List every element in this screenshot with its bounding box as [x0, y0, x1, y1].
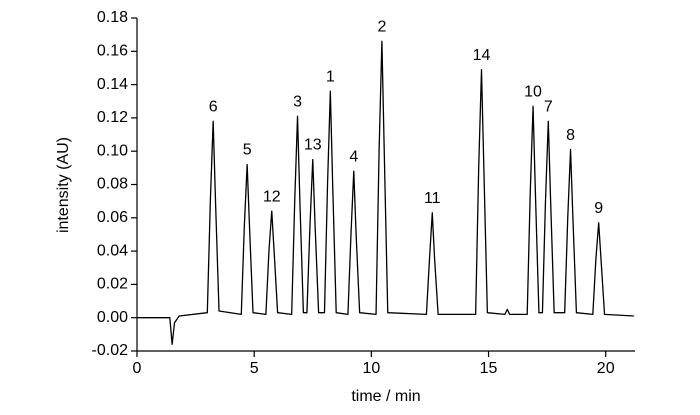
peak-label: 13 — [304, 137, 322, 154]
y-tick-label: 0.10 — [97, 142, 128, 159]
peak-label: 9 — [594, 200, 603, 217]
peak-label: 6 — [209, 98, 218, 115]
y-tick-label: 0.06 — [97, 209, 128, 226]
peak-label: 11 — [424, 190, 441, 207]
y-tick-label: -0.02 — [92, 342, 129, 359]
peak-label: 12 — [263, 188, 281, 205]
peak-label: 4 — [349, 148, 358, 165]
x-axis-title: time / min — [351, 388, 420, 405]
x-tick-label: 20 — [597, 360, 615, 377]
x-tick-label: 0 — [133, 360, 142, 377]
peak-label: 7 — [544, 98, 553, 115]
y-tick-label: 0.00 — [97, 309, 128, 326]
y-tick-label: 0.08 — [97, 176, 128, 193]
x-tick-label: 10 — [362, 360, 380, 377]
chromatogram-line — [137, 40, 634, 345]
y-tick-label: 0.14 — [97, 76, 128, 93]
y-tick-label: 0.02 — [97, 276, 128, 293]
peak-label: 3 — [293, 93, 302, 110]
y-axis-title: intensity (AU) — [55, 137, 72, 233]
peak-label: 5 — [243, 142, 252, 159]
x-tick-label: 15 — [480, 360, 498, 377]
peak-label: 2 — [377, 19, 386, 36]
y-tick-label: 0.12 — [97, 109, 128, 126]
peak-label: 8 — [566, 127, 575, 144]
x-tick-label: 5 — [250, 360, 259, 377]
y-tick-label: 0.18 — [97, 9, 128, 26]
peak-label: 14 — [473, 47, 491, 64]
peak-label: 10 — [524, 83, 542, 100]
y-tick-label: 0.16 — [97, 43, 128, 60]
y-tick-label: 0.04 — [97, 242, 128, 259]
peak-label: 1 — [326, 68, 335, 85]
